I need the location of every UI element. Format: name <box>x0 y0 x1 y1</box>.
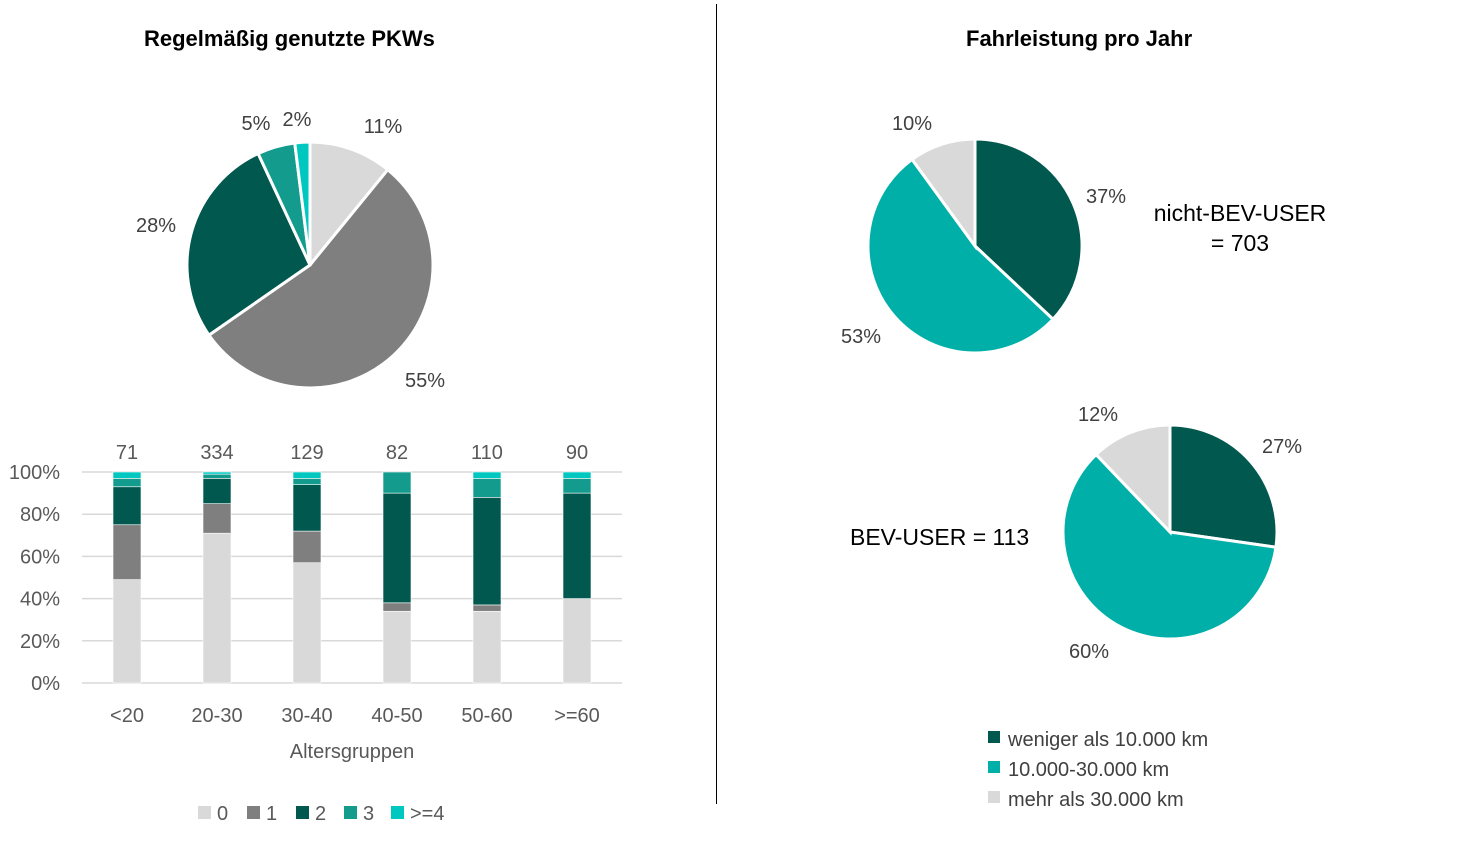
pkw-pie-slice-0 <box>308 140 390 270</box>
bar-legend-swatch-4 <box>391 806 404 819</box>
bar-segment-5-4 <box>562 471 592 479</box>
bar-total-label-4: 110 <box>471 442 503 464</box>
y-tick-label-1: 20% <box>20 631 60 653</box>
nicht-bev-pie-data-label-2: 10% <box>892 113 932 135</box>
bar-segment-4-0 <box>472 610 502 684</box>
x-axis-title: Altersgruppen <box>290 741 415 763</box>
nicht-bev-user-label: nicht-BEV-USER = 703 <box>1140 198 1340 258</box>
km-legend-swatch-0 <box>988 731 1000 743</box>
bev-pie-data-label-1: 60% <box>1069 641 1109 663</box>
x-tick-label-5: >=60 <box>554 705 600 727</box>
bar-total-label-5: 90 <box>566 442 588 464</box>
y-tick-label-5: 100% <box>9 462 60 484</box>
pkw-pie-data-label-2: 28% <box>136 215 176 237</box>
x-tick-label-0: <20 <box>110 705 144 727</box>
nicht-bev-pie-data-label-1: 53% <box>841 326 881 348</box>
bev-pie-slice-2 <box>1094 423 1172 536</box>
bar-segment-1-0 <box>202 532 232 684</box>
left-chart-title: Regelmäßig genutzte PKWs <box>144 26 435 51</box>
bev-pie-slice-1 <box>1061 452 1278 641</box>
bar-segment-1-3 <box>202 473 232 479</box>
bar-segment-0-3 <box>112 478 142 488</box>
bar-segment-0-0 <box>112 579 142 684</box>
x-tick-label-3: 40-50 <box>371 705 422 727</box>
bev-user-label: BEV-USER = 113 <box>850 524 1030 550</box>
right-chart-title: Fahrleistung pro Jahr <box>966 26 1193 51</box>
y-tick-label-2: 40% <box>20 589 60 611</box>
km-legend-label-1: 10.000-30.000 km <box>1008 759 1169 781</box>
nicht-bev-pie-slice-0 <box>973 137 1084 322</box>
nicht-bev-pie-data-label-0: 37% <box>1086 186 1126 208</box>
x-tick-label-4: 50-60 <box>461 705 512 727</box>
bar-segment-4-3 <box>472 478 502 498</box>
bar-segment-4-4 <box>472 471 502 479</box>
x-tick-label-2: 30-40 <box>281 705 332 727</box>
bar-total-label-2: 129 <box>290 442 323 464</box>
pkw-pie-data-label-4: 2% <box>283 109 312 131</box>
bar-segment-3-0 <box>382 610 412 684</box>
bar-legend-swatch-2 <box>296 806 309 819</box>
nicht-bev-pie-slice-2 <box>910 137 977 251</box>
bar-legend-label-4: >=4 <box>410 803 444 825</box>
y-tick-label-4: 80% <box>20 504 60 526</box>
bar-segment-4-2 <box>472 497 502 606</box>
bar-segment-3-2 <box>382 492 412 604</box>
bar-segment-5-0 <box>562 598 592 684</box>
bar-segment-2-3 <box>292 478 322 485</box>
bar-segment-5-2 <box>562 492 592 599</box>
bar-legend-label-0: 0 <box>217 803 228 825</box>
bar-legend-swatch-0 <box>198 806 211 819</box>
bar-segment-2-1 <box>292 530 322 564</box>
bar-segment-2-0 <box>292 562 322 684</box>
bar-total-label-3: 82 <box>386 442 408 464</box>
km-legend-swatch-1 <box>988 761 1000 773</box>
pkw-pie-slice-4 <box>293 140 312 266</box>
bar-segment-1-2 <box>202 478 232 504</box>
nicht-bev-user-line1: nicht-BEV-USER <box>1153 200 1327 226</box>
pkw-pie-slice-2 <box>185 151 312 338</box>
pkw-pie-data-label-1: 55% <box>405 370 445 392</box>
bar-segment-3-1 <box>382 602 412 612</box>
bev-pie-data-label-0: 27% <box>1262 436 1302 458</box>
km-legend-label-0: weniger als 10.000 km <box>1007 729 1208 751</box>
bar-segment-0-4 <box>112 471 142 479</box>
bar-segment-2-2 <box>292 484 322 532</box>
bar-legend-label-1: 1 <box>266 803 277 825</box>
bar-segment-5-3 <box>562 478 592 494</box>
y-tick-label-0: 0% <box>31 673 60 695</box>
km-legend-label-2: mehr als 30.000 km <box>1008 789 1184 811</box>
bev-pie-slice-0 <box>1168 423 1279 549</box>
bar-legend-label-2: 2 <box>315 803 326 825</box>
bar-total-label-1: 334 <box>200 442 233 464</box>
pkw-pie-data-label-3: 5% <box>242 113 271 135</box>
bar-legend-swatch-1 <box>247 806 260 819</box>
km-legend-swatch-2 <box>988 791 1000 803</box>
x-tick-label-1: 20-30 <box>191 705 242 727</box>
bev-pie-data-label-2: 12% <box>1078 404 1118 426</box>
pkw-pie-data-label-0: 11% <box>364 116 403 138</box>
vertical-divider <box>716 4 717 804</box>
bar-total-label-0: 71 <box>116 442 138 464</box>
bar-segment-2-4 <box>292 471 322 479</box>
bar-segment-1-1 <box>202 503 232 534</box>
bar-segment-4-1 <box>472 604 502 612</box>
bar-segment-1-4 <box>202 471 232 475</box>
nicht-bev-pie-slice-1 <box>866 157 1056 355</box>
bar-segment-0-1 <box>112 524 142 580</box>
y-tick-label-3: 60% <box>20 546 60 568</box>
bar-segment-3-3 <box>382 471 412 494</box>
bar-segment-0-2 <box>112 486 142 526</box>
pkw-pie-slice-1 <box>206 167 435 390</box>
bar-legend-label-3: 3 <box>363 803 374 825</box>
bar-legend-swatch-3 <box>344 806 357 819</box>
nicht-bev-user-line2: = 703 <box>1210 230 1270 256</box>
